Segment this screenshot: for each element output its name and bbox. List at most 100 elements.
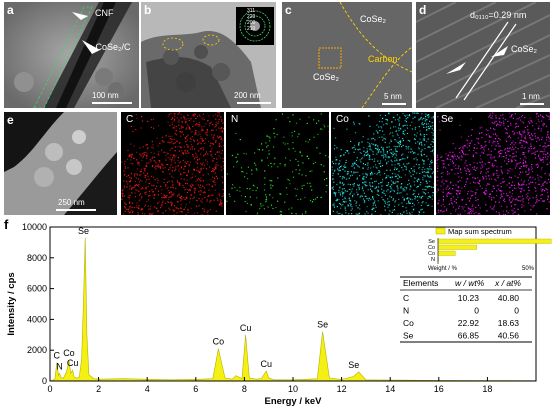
inset-bar xyxy=(437,238,552,244)
eds-map-se-label: Se xyxy=(441,114,454,125)
cose2-annotation: CoSe₂ xyxy=(511,44,538,54)
peak-label: N xyxy=(56,361,63,371)
panel-d-scalebar xyxy=(520,103,544,105)
x-tick-label: 6 xyxy=(193,384,198,394)
peak-label: Co xyxy=(213,337,225,347)
table-cell: 0 xyxy=(514,306,519,316)
eds-spectrum-chart: 0 2 4 6 8 10 12 14 16 18 0 2000 4000 6000 8000 10000 Ene… xyxy=(6,222,552,407)
peak-label: Se xyxy=(78,226,89,236)
inset-title: Map sum spectrum xyxy=(448,227,512,236)
d-spacing-annotation: d₀₁₁₀=0.29 nm xyxy=(470,10,527,20)
inset-bar xyxy=(437,244,477,250)
panel-a-scalebar-label: 100 nm xyxy=(92,91,119,100)
table-cell: 40.80 xyxy=(498,293,520,303)
inset-category-label: Co xyxy=(428,251,435,257)
plot-frame xyxy=(49,226,537,382)
spectrum-area xyxy=(49,237,537,382)
panel-d-label: d xyxy=(419,3,427,17)
x-tick-label: 8 xyxy=(242,384,247,394)
eds-map-n: N xyxy=(226,112,329,215)
panel-b-scalebar xyxy=(237,102,271,104)
x-tick-label: 2 xyxy=(96,384,101,394)
inset-category-label: Co xyxy=(428,245,435,251)
table-cell: 10.23 xyxy=(458,293,480,303)
table-cell: N xyxy=(403,306,409,316)
peak-label: Se xyxy=(348,360,359,370)
eds-map-c-label: C xyxy=(126,114,134,125)
peak-label: Co xyxy=(63,348,75,358)
cnf-annotation: CNF xyxy=(95,8,114,18)
x-tick-label: 18 xyxy=(482,384,492,394)
table-header: x / at% xyxy=(494,278,521,288)
cose2-c-annotation: c-CoSe₂/C xyxy=(88,42,131,52)
inset-ring-label-210: 210 xyxy=(247,26,256,32)
inset-max-label: 50% xyxy=(522,266,535,272)
panel-b-label: b xyxy=(144,3,152,17)
table-cell: C xyxy=(403,293,409,303)
x-tick-label: 4 xyxy=(145,384,150,394)
x-tick-label: 16 xyxy=(434,384,444,394)
table-cell: 18.63 xyxy=(498,318,520,328)
y-tick-label: 10000 xyxy=(22,222,47,232)
panel-c-image xyxy=(282,2,412,108)
table-cell: 40.56 xyxy=(498,331,520,341)
x-tick-label: 10 xyxy=(288,384,298,394)
inset-ring-label-220: 220 xyxy=(247,14,256,20)
panel-b-scalebar-label: 200 nm xyxy=(234,91,261,100)
inset-category-label: Se xyxy=(428,239,435,245)
peak-label: C xyxy=(54,351,61,361)
table-cell: Co xyxy=(403,318,414,328)
panel-d-hrtem-image: d d₀₁₁₀=0.29 nm CoSe₂ 1 nm xyxy=(416,2,550,108)
inset-legend-swatch xyxy=(435,227,446,235)
x-tick-label: 12 xyxy=(337,384,347,394)
panel-d-image xyxy=(416,2,550,108)
panel-b-tem-image: b 311 220 200 210 200 nm xyxy=(141,2,276,108)
panel-a-tem-image: a CNF c-CoSe₂/C 100 nm xyxy=(4,2,139,108)
eds-map-co-dots xyxy=(331,112,434,215)
eds-map-se: Se xyxy=(436,112,550,215)
y-tick-label: 4000 xyxy=(27,314,47,324)
carbon-annotation: Carbon xyxy=(368,54,398,64)
eds-map-c-dots xyxy=(121,112,224,215)
y-tick-label: 8000 xyxy=(27,253,47,263)
eds-map-n-label: N xyxy=(231,114,239,125)
y-tick-label: 0 xyxy=(42,376,47,386)
table-cell: 0 xyxy=(474,306,479,316)
panel-c-hrtem-image: c CoSe₂ CoSe₂ Carbon 5 nm xyxy=(282,2,412,108)
inset-axis-label: Weight / % xyxy=(428,266,458,272)
inset-category-label: N xyxy=(431,257,435,263)
peak-label: Cu xyxy=(67,358,79,368)
panel-a-label: a xyxy=(7,3,14,17)
peak-label: Se xyxy=(317,320,328,330)
x-axis-label: Energy / keV xyxy=(264,396,322,407)
table-cell: 66.85 xyxy=(458,331,480,341)
panel-d-scalebar-label: 1 nm xyxy=(522,92,540,101)
inset-ring-label-311: 311 xyxy=(247,8,255,14)
table-cell: Se xyxy=(403,331,414,341)
cose2-annotation-upper: CoSe₂ xyxy=(360,14,387,24)
panel-e-scalebar-label: 250 nm xyxy=(58,198,85,207)
x-tick-label: 0 xyxy=(47,384,52,394)
eds-map-se-dots xyxy=(436,112,550,215)
panel-a-scalebar xyxy=(92,102,132,104)
panel-e-label: e xyxy=(7,113,14,127)
panel-f-label: f xyxy=(4,217,9,232)
y-tick-label: 6000 xyxy=(27,284,47,294)
cose2-annotation-lower: CoSe₂ xyxy=(313,72,340,82)
panel-e-image xyxy=(4,112,117,215)
panel-c-label: c xyxy=(285,3,292,17)
inset-ring-label-200: 200 xyxy=(247,20,256,26)
eds-map-c: C xyxy=(121,112,224,215)
peak-label: Cu xyxy=(240,323,252,333)
inset-bar xyxy=(437,250,456,256)
panel-e-tem-image: e 250 nm xyxy=(4,112,117,215)
panel-e-scalebar xyxy=(56,209,96,211)
y-axis-label: Intensity / cps xyxy=(6,272,17,335)
table-header: w / wt% xyxy=(455,278,485,288)
panel-a-image xyxy=(4,2,139,108)
peak-label: Cu xyxy=(261,359,273,369)
eds-map-co: Co xyxy=(331,112,434,215)
panel-c-scalebar-label: 5 nm xyxy=(384,92,402,101)
table-cell: 22.92 xyxy=(458,318,480,328)
eds-map-n-dots xyxy=(226,113,329,215)
